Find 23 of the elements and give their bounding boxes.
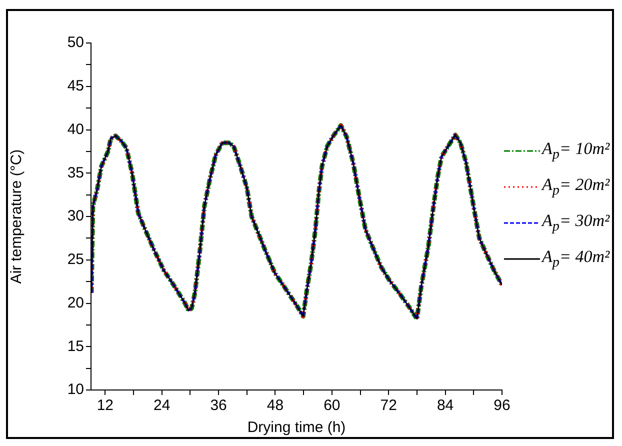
legend-label: A$_{p}$= 20m² — [542, 174, 610, 200]
legend-label: A$_{p}$= 10m² — [542, 138, 610, 164]
x-axis-title: Drying time (h) — [247, 419, 346, 436]
y-tick-label: 50 — [67, 34, 84, 52]
legend-label: A$_{p}$= 30m² — [542, 210, 610, 236]
x-tick-label: 36 — [210, 397, 227, 414]
x-tick-label: 72 — [380, 397, 397, 414]
x-tick-label: 84 — [436, 397, 454, 414]
y-tick-label: 20 — [67, 294, 84, 312]
y-tick-label: 25 — [67, 251, 84, 268]
y-tick-label: 35 — [67, 164, 84, 182]
y-tick-label: 45 — [67, 78, 84, 95]
x-tick-label: 24 — [154, 397, 170, 414]
legend-label: A$_{p}$= 40m² — [542, 246, 610, 272]
y-axis-title: Air temperature (°C) — [8, 149, 26, 284]
x-tick-label: 12 — [96, 397, 114, 414]
y-tick-label: 10 — [67, 381, 84, 398]
y-tick-label: 15 — [67, 338, 84, 355]
x-tick-label: 96 — [494, 397, 510, 414]
x-tick-label: 60 — [324, 397, 340, 414]
x-tick-label: 48 — [266, 397, 284, 414]
y-tick-label: 30 — [67, 208, 84, 225]
y-tick-label: 40 — [67, 120, 84, 138]
